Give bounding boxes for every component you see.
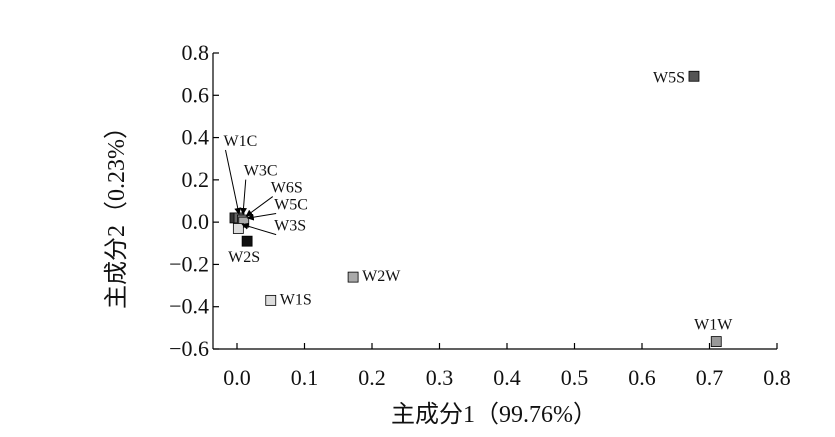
y-tick-label: −0.4 xyxy=(169,294,209,319)
x-tick-label: 0.1 xyxy=(291,365,319,390)
data-point-w1w xyxy=(710,336,722,348)
data-point-w5s xyxy=(688,70,700,82)
data-point-w2s xyxy=(241,235,253,247)
y-tick-label: 0.8 xyxy=(182,40,210,65)
point-label-w1c: W1C xyxy=(224,133,258,150)
point-label-w1s: W1S xyxy=(280,291,312,308)
x-tick-label: 0.5 xyxy=(561,365,589,390)
x-tick-label: 0.6 xyxy=(628,365,656,390)
label-arrow-w3c xyxy=(240,179,247,215)
point-label-w5s: W5S xyxy=(653,69,685,86)
x-tick-label: 0.8 xyxy=(763,365,791,390)
point-label-w6s: W6S xyxy=(271,180,303,197)
x-tick-label: 0.4 xyxy=(493,365,521,390)
x-axis-title: 主成分1（99.76%） xyxy=(391,401,597,428)
y-axis-title: 主成分2（0.23%） xyxy=(103,115,130,309)
label-arrow-w1c xyxy=(225,149,242,215)
axes: 0.8 0.6 0.4 0.2 0.0 −0.2 −0.4 −0.6 0.0 0.1 0.2 0.3 0… xyxy=(169,40,791,390)
data-point-w1s xyxy=(265,294,277,306)
data-point-w3s xyxy=(232,223,244,234)
point-label-w3s: W3S xyxy=(274,218,306,235)
data-point-w2w xyxy=(347,271,359,283)
point-label-w2w: W2W xyxy=(362,268,401,285)
x-tick-label: 0.2 xyxy=(358,365,386,390)
x-tick-label: 0.7 xyxy=(696,365,724,390)
x-tick-label: 0.3 xyxy=(426,365,454,390)
point-label-w1w: W1W xyxy=(694,317,733,334)
point-label-w3c: W3C xyxy=(244,163,278,180)
point-label-w5c: W5C xyxy=(274,196,308,213)
label-arrow-w6s xyxy=(245,196,274,217)
y-tick-label: 0.0 xyxy=(182,209,210,234)
point-label-w2s: W2S xyxy=(228,249,260,266)
y-tick-label: −0.6 xyxy=(169,336,209,361)
label-arrow-w3s xyxy=(241,222,277,236)
x-tick-label: 0.0 xyxy=(223,365,251,390)
label-arrow-w5c xyxy=(246,212,277,221)
y-tick-label: 0.6 xyxy=(182,82,210,107)
y-tick-label: 0.4 xyxy=(182,125,210,150)
y-tick-label: 0.2 xyxy=(182,167,210,192)
y-tick-label: −0.2 xyxy=(169,251,209,276)
